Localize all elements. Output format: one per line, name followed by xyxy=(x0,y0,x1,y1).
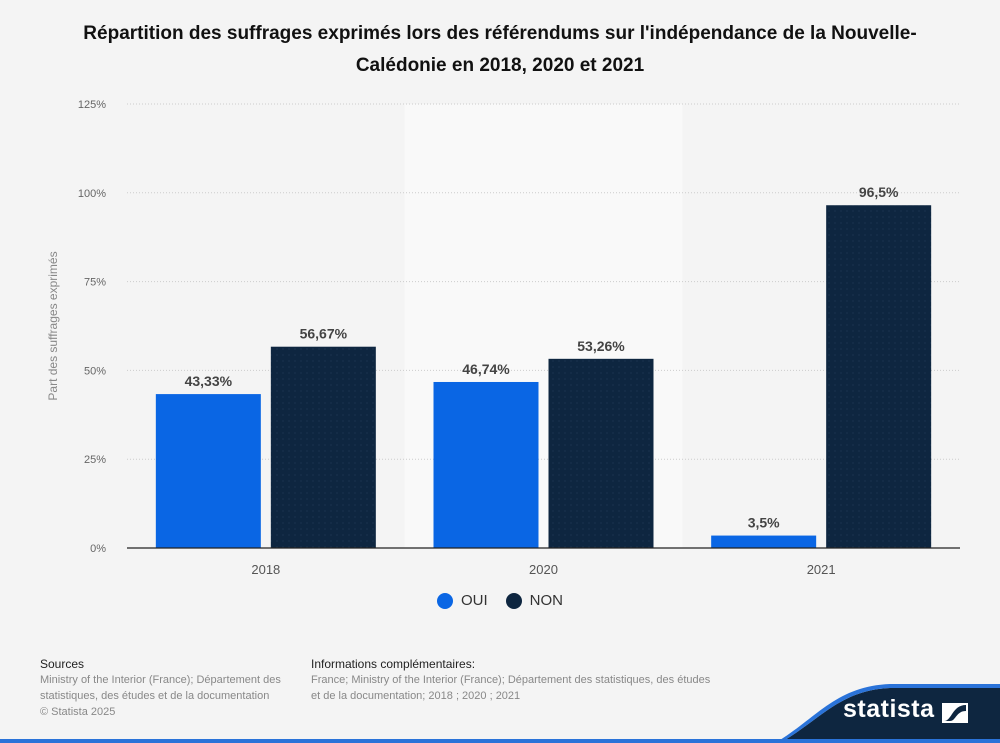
sources-text[interactable]: Ministry of the Interior (France); Dépar… xyxy=(40,674,281,702)
info-heading: Informations complémentaires: xyxy=(311,657,476,671)
bar-oui-2021 xyxy=(711,535,817,548)
data-label: 43,33% xyxy=(185,373,233,389)
legend-item-non[interactable]: NON xyxy=(505,592,563,609)
data-label: 3,5% xyxy=(748,515,780,531)
bar-chart: 0% 25% 50% 75% 100% 125% Part des suffrages ex… xyxy=(46,99,960,577)
bottom-brand-bar xyxy=(0,739,1000,743)
copyright: © Statista 2025 xyxy=(40,706,116,718)
data-label: 96,5% xyxy=(859,184,899,200)
x-tick-label: 2020 xyxy=(529,562,558,577)
bar-non-2020 xyxy=(548,358,654,548)
y-tick-label: 125% xyxy=(78,99,106,111)
data-label: 46,74% xyxy=(462,361,510,377)
x-tick-label: 2021 xyxy=(807,562,836,577)
statista-logo[interactable]: statista xyxy=(843,695,935,723)
info-block: Informations complémentaires: France; Mi… xyxy=(311,656,721,704)
legend-label-non: NON xyxy=(529,592,563,609)
legend: OUI NON xyxy=(0,592,1000,609)
x-tick-label: 2018 xyxy=(251,562,280,577)
y-tick-label: 100% xyxy=(78,188,106,200)
y-tick-label: 0% xyxy=(90,543,106,555)
bar-non-2021 xyxy=(826,205,932,548)
legend-item-oui[interactable]: OUI xyxy=(436,592,488,609)
bar-oui-2018 xyxy=(155,394,261,548)
y-tick-label: 25% xyxy=(84,454,106,466)
data-label: 56,67% xyxy=(300,326,348,342)
sources-block: Sources Ministry of the Interior (France… xyxy=(40,656,310,720)
statista-logo-icon xyxy=(942,703,968,723)
statista-brand-shape xyxy=(780,684,1000,743)
sources-heading: Sources xyxy=(40,657,85,671)
legend-marker-non xyxy=(505,592,522,609)
chart-title: Répartition des suffrages exprimés lors … xyxy=(83,23,917,76)
bar-oui-2020 xyxy=(433,381,539,548)
bar-non-2018 xyxy=(270,346,376,548)
data-label: 53,26% xyxy=(577,338,625,354)
y-axis-title: Part des suffrages exprimés xyxy=(46,251,60,400)
legend-label-oui: OUI xyxy=(460,592,488,609)
y-tick-label: 75% xyxy=(84,277,106,289)
info-text: France; Ministry of the Interior (France… xyxy=(311,674,711,702)
y-tick-label: 50% xyxy=(84,365,106,377)
legend-marker-oui xyxy=(436,592,453,609)
